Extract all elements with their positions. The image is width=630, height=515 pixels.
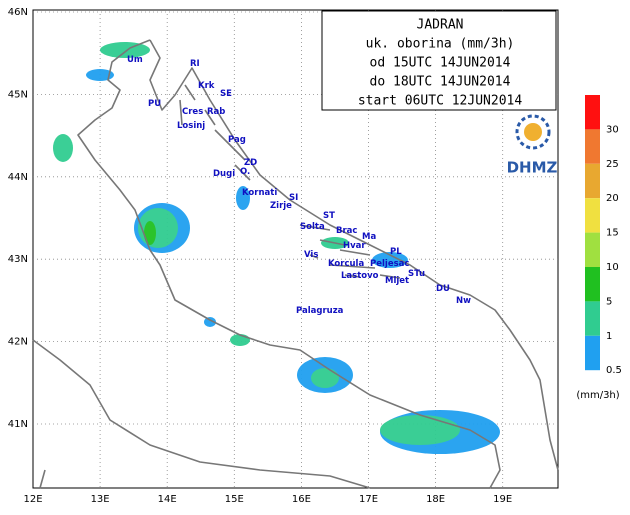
rain-area <box>204 317 216 327</box>
lon-label: 16E <box>292 494 311 505</box>
logo-mark <box>524 123 542 141</box>
title-box <box>321 10 557 111</box>
place-label: O. <box>240 167 250 177</box>
rain-area <box>86 69 114 81</box>
place-label: ST <box>323 211 335 221</box>
islands <box>179 84 401 279</box>
colorbar-box <box>585 198 600 233</box>
colorbar-label: 0.5 <box>606 365 622 376</box>
place-label: Ma <box>362 232 376 242</box>
place-label: Lastovo <box>341 271 379 281</box>
place-label: Zirje <box>270 201 292 211</box>
lat-label: 42N <box>8 337 28 348</box>
header-line: od 15UTC 14JUN2014 <box>370 56 511 71</box>
colorbar-box <box>585 129 600 164</box>
place-label: SI <box>289 193 298 203</box>
lon-label: 18E <box>426 494 445 505</box>
coastline-italy <box>32 39 501 489</box>
place-label: Losinj <box>177 121 205 131</box>
colorbar-label: 25 <box>606 159 619 170</box>
place-label: STu <box>408 269 425 279</box>
coastline-balkan <box>149 39 559 471</box>
lon-label: 15E <box>225 494 244 505</box>
place-label: Kornati <box>242 188 277 198</box>
place-label: Mljet <box>385 276 409 286</box>
place-label: Dugi <box>213 169 235 179</box>
colorbar-label: 30 <box>606 124 619 135</box>
place-label: Cres <box>182 107 203 117</box>
place-label: ZD <box>244 158 257 168</box>
header: JADRAN uk. oborina (mm/3h) od 15UTC 14JUN2… <box>358 18 523 109</box>
place-label: Um <box>127 55 143 65</box>
place-label: Solta <box>300 222 325 232</box>
place-label: SE <box>220 89 232 99</box>
lon-label: 12E <box>23 494 42 505</box>
colorbar-label: 10 <box>606 262 619 273</box>
lat-label: 44N <box>8 172 28 183</box>
rain-area <box>372 252 408 268</box>
lat-label: 46N <box>8 7 28 18</box>
rain-area <box>380 415 460 445</box>
colorbar-box <box>585 95 600 130</box>
rain-area <box>138 208 178 248</box>
lon-label: 17E <box>359 494 378 505</box>
precipitation <box>53 42 500 454</box>
colorbar-box <box>585 267 600 302</box>
colorbar-label: 20 <box>606 193 619 204</box>
rain-area <box>53 134 73 162</box>
places: Um RI Krk SE PU Cres Rab Losinj Pag ZD D… <box>127 55 471 316</box>
logo-text: DHMZ <box>507 159 558 177</box>
header-line: do 18UTC 14JUN2014 <box>370 75 511 90</box>
place-label: Nw <box>456 296 471 306</box>
lat-label: 45N <box>8 89 28 100</box>
place-label: PL <box>390 247 402 257</box>
logo-mark <box>515 114 551 150</box>
colorbar-box <box>585 232 600 267</box>
logo: DHMZ <box>507 114 558 177</box>
header-line: uk. oborina (mm/3h) <box>366 37 515 52</box>
place-label: Vis <box>304 250 318 260</box>
lon-label: 14E <box>158 494 177 505</box>
place-label: Brac <box>336 226 357 236</box>
rain-area <box>144 221 156 245</box>
lon-label: 19E <box>493 494 512 505</box>
graticule: 12E 13E 14E 15E 16E 17E 18E 19E 46N 45N 44N 43N 42N 4… <box>8 7 558 505</box>
place-label: Pag <box>228 135 246 145</box>
place-label: Palagruza <box>296 306 344 316</box>
place-label: DU <box>436 284 450 294</box>
place-label: Hvar <box>343 241 366 251</box>
colorbar-box <box>585 301 600 336</box>
header-line: start 06UTC 12JUN2014 <box>358 94 523 109</box>
lon-label: 13E <box>91 494 110 505</box>
place-label: Krk <box>198 81 215 91</box>
place-label: Korcula <box>328 259 364 269</box>
colorbar-label: 15 <box>606 228 619 239</box>
colorbar-unit: (mm/3h) <box>576 390 619 401</box>
place-label: RI <box>190 59 200 69</box>
header-line: JADRAN <box>417 18 464 33</box>
place-label: Peljesac <box>370 259 409 269</box>
colorbar-label: 1 <box>606 331 612 342</box>
place-label: PU <box>148 99 161 109</box>
colorbar-label: 5 <box>606 296 612 307</box>
rain-area <box>236 186 250 210</box>
colorbar-box <box>585 163 600 199</box>
lat-label: 43N <box>8 254 28 265</box>
lat-label: 41N <box>8 419 28 430</box>
colorbar-box <box>585 335 600 371</box>
place-label: Rab <box>207 107 225 117</box>
rain-area <box>311 368 339 388</box>
colorbar: 30 25 20 15 10 5 1 0.5 <box>585 95 622 376</box>
rain-area <box>100 42 150 58</box>
